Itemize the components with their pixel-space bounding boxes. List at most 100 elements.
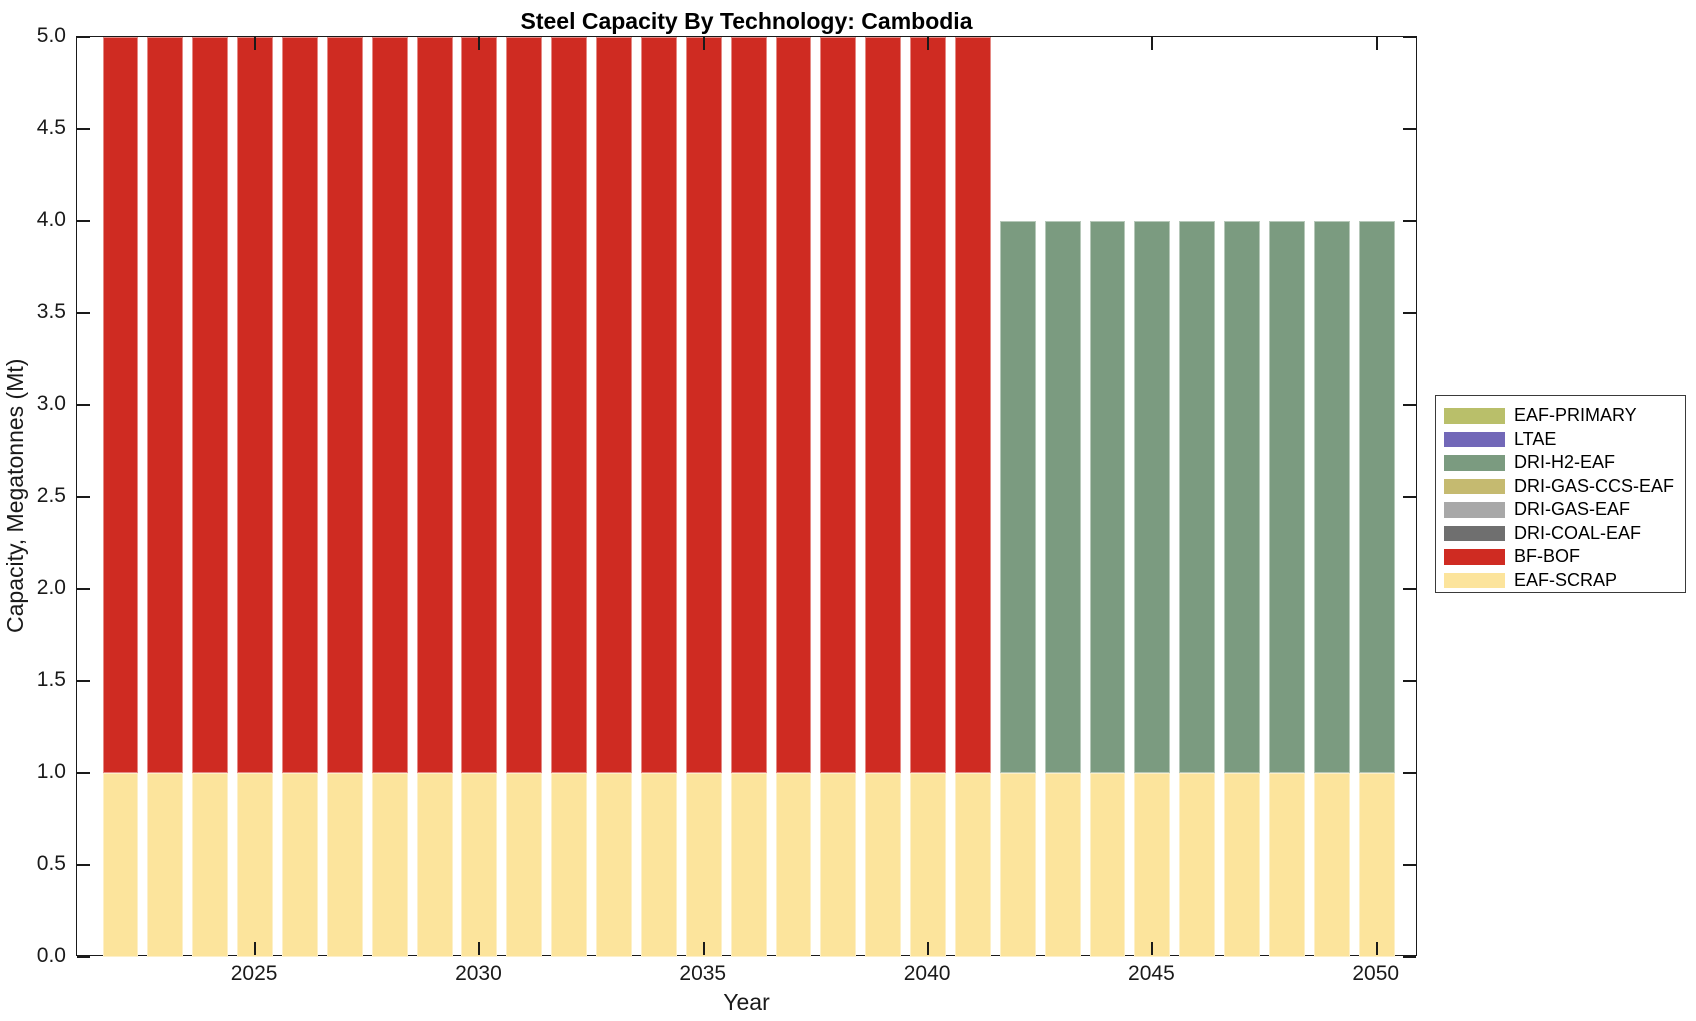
y-tick-label: 2.5 [36,484,66,507]
legend-label: EAF-SCRAP [1514,569,1618,590]
legend-swatch [1444,549,1505,565]
bar-segment-bf-bof-2037 [775,37,812,773]
x-tick-label: 2050 [1352,962,1400,985]
bar-segment-eaf-scrap-2026 [282,773,318,957]
bar-segment-bf-bof-2038 [820,37,857,773]
bar-segment-eaf-scrap-2032 [551,773,588,957]
x-tick-label: 2045 [1128,962,1175,985]
bar-segment-bf-bof-2035 [685,37,722,773]
bar-segment-dri-h2-eaf-2042 [999,221,1036,773]
bar-segment-bf-bof-2026 [282,37,318,773]
bar-segment-eaf-scrap-2041 [954,773,991,957]
chart-title: Steel Capacity By Technology: Cambodia [520,8,973,34]
bar-segment-bf-bof-2036 [730,37,767,773]
y-tick-right [1403,864,1416,866]
bar-segment-bf-bof-2027 [326,37,363,773]
x-tick-bottom [254,942,257,955]
legend-swatch [1444,408,1505,424]
bar-segment-eaf-scrap-2024 [192,773,229,957]
x-tick-bottom [1375,942,1378,955]
x-tick-label: 2030 [455,962,502,985]
bar-segment-bf-bof-2041 [954,37,991,773]
x-tick-top [478,37,481,50]
bar-segment-eaf-scrap-2025 [237,773,274,957]
y-tick-right [1403,220,1416,222]
bar-segment-bf-bof-2032 [551,37,588,773]
legend-swatch [1444,455,1505,471]
bar-segment-eaf-scrap-2033 [596,773,632,957]
y-tick-right [1403,588,1416,590]
y-tick-label: 4.5 [36,116,66,139]
x-tick-top [254,37,257,50]
y-tick-right [1403,680,1416,682]
bar-segment-dri-h2-eaf-2049 [1313,221,1350,773]
x-tick-top [1151,37,1154,50]
x-tick-bottom [478,942,481,955]
x-tick-top [1375,37,1378,50]
bar-segment-eaf-scrap-2027 [326,773,363,957]
y-tick-label: 0.0 [36,944,66,967]
legend-item-dri-h2-eaf: DRI-H2-EAF [1436,451,1685,475]
y-tick-right [1403,956,1416,958]
bar-segment-bf-bof-2039 [865,37,902,773]
bar-segment-eaf-scrap-2040 [910,773,947,957]
legend-label: DRI-COAL-EAF [1514,522,1642,543]
bar-segment-eaf-scrap-2043 [1044,773,1081,957]
legend-label: EAF-PRIMARY [1514,405,1637,426]
bar-segment-dri-h2-eaf-2046 [1179,221,1216,773]
plot-area [76,36,1417,958]
y-tick-label: 2.0 [36,576,66,599]
bar-segment-eaf-scrap-2042 [999,773,1036,957]
legend-item-dri-coal-eaf: DRI-COAL-EAF [1436,522,1685,546]
legend-label: DRI-H2-EAF [1514,452,1616,473]
legend-item-bf-bof: BF-BOF [1436,545,1685,569]
bar-segment-bf-bof-2024 [192,37,229,773]
y-tick-left [77,772,90,774]
bar-segment-eaf-scrap-2031 [506,773,543,957]
bar-segment-eaf-scrap-2047 [1224,773,1261,957]
y-tick-right [1403,312,1416,314]
legend-swatch [1444,572,1505,588]
legend-item-dri-gas-ccs-eaf: DRI-GAS-CCS-EAF [1436,475,1685,499]
bar-segment-bf-bof-2034 [640,37,677,773]
bar-segment-eaf-scrap-2049 [1313,773,1350,957]
bar-segment-bf-bof-2033 [596,37,632,773]
legend-swatch [1444,502,1505,518]
bar-segment-bf-bof-2022 [102,37,139,773]
y-tick-right [1403,128,1416,130]
bar-segment-eaf-scrap-2038 [820,773,857,957]
bar-segment-eaf-scrap-2022 [102,773,139,957]
y-tick-right [1403,36,1416,38]
bar-segment-eaf-scrap-2034 [640,773,677,957]
y-tick-label: 5.0 [36,24,66,47]
bar-segment-bf-bof-2029 [416,37,453,773]
bar-segment-eaf-scrap-2028 [371,773,408,957]
x-tick-bottom [1151,942,1154,955]
x-tick-label: 2040 [903,962,951,985]
bar-segment-eaf-scrap-2050 [1358,773,1395,957]
bar-segment-dri-h2-eaf-2048 [1269,221,1305,773]
legend: EAF-PRIMARY LTAE DRI-H2-EAF DRI-GAS-CCS-EAF… [1435,395,1686,593]
bar-segment-eaf-scrap-2045 [1134,773,1171,957]
y-tick-right [1403,772,1416,774]
y-tick-left [77,956,90,958]
y-tick-label: 4.0 [36,208,66,231]
bar-segment-dri-h2-eaf-2044 [1089,221,1126,773]
x-axis-label: Year [723,989,770,1015]
bar-segment-bf-bof-2030 [461,37,498,773]
bar-segment-eaf-scrap-2029 [416,773,453,957]
y-axis-label: Capacity, Megatonnes (Mt) [2,358,28,634]
bar-segment-bf-bof-2031 [506,37,543,773]
y-tick-label: 0.5 [36,852,66,875]
y-tick-left [77,36,90,38]
legend-label: DRI-GAS-CCS-EAF [1514,475,1675,496]
y-tick-left [77,864,90,866]
bar-segment-eaf-scrap-2039 [865,773,902,957]
legend-label: DRI-GAS-EAF [1514,499,1631,520]
x-tick-top [927,37,930,50]
x-tick-bottom [927,942,930,955]
legend-swatch [1444,525,1505,541]
bar-segment-dri-h2-eaf-2047 [1224,221,1261,773]
bar-segment-eaf-scrap-2035 [685,773,722,957]
